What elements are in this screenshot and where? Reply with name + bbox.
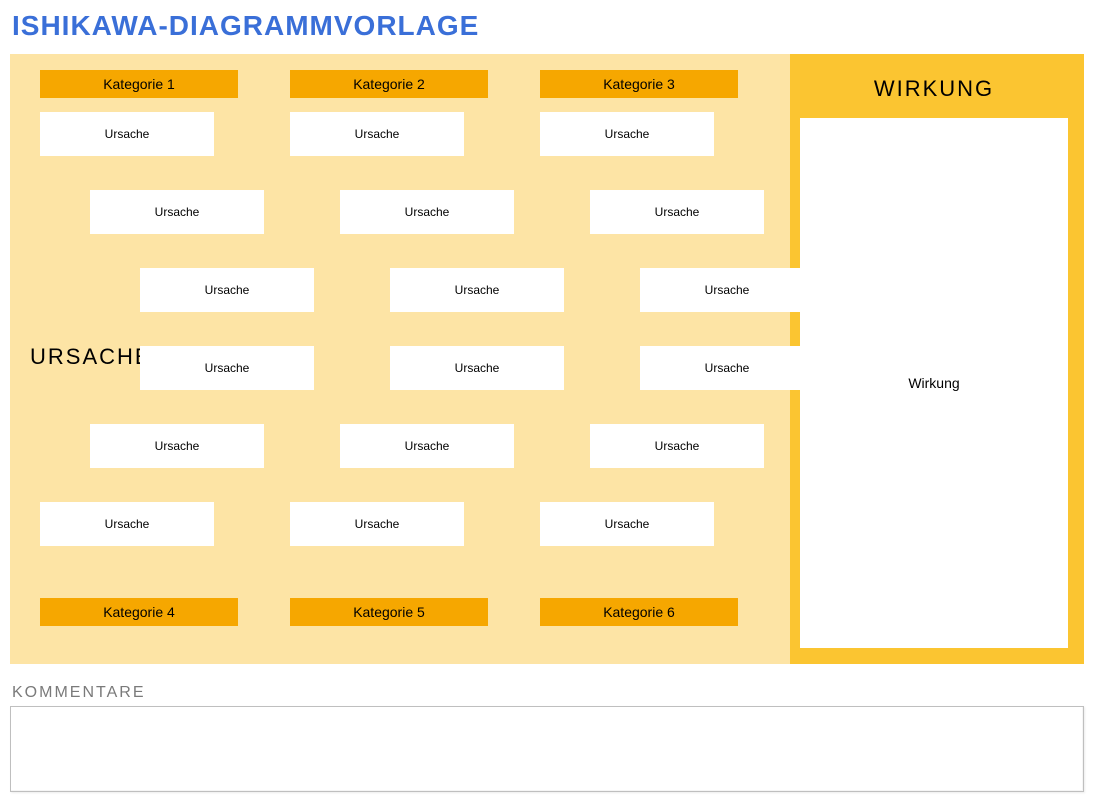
cause-box[interactable]: Ursache [540, 112, 714, 156]
category-box[interactable]: Kategorie 2 [290, 70, 488, 98]
ursache-side-label: URSACHE [30, 344, 152, 370]
category-row-top: Kategorie 1 Kategorie 2 Kategorie 3 [40, 70, 772, 98]
effect-title: WIRKUNG [800, 76, 1068, 102]
cause-box[interactable]: Ursache [290, 502, 464, 546]
category-box[interactable]: Kategorie 6 [540, 598, 738, 626]
page-title: ISHIKAWA-DIAGRAMMVORLAGE [12, 10, 1084, 42]
cause-box[interactable]: Ursache [90, 190, 264, 234]
comments-label: KOMMENTARE [12, 684, 1084, 702]
effect-box[interactable]: Wirkung [800, 118, 1068, 648]
cause-box[interactable]: Ursache [390, 268, 564, 312]
cause-box[interactable]: Ursache [540, 502, 714, 546]
cause-box[interactable]: Ursache [90, 424, 264, 468]
category-box[interactable]: Kategorie 3 [540, 70, 738, 98]
cause-box[interactable]: Ursache [140, 346, 314, 390]
cause-box[interactable]: Ursache [590, 190, 764, 234]
category-box[interactable]: Kategorie 4 [40, 598, 238, 626]
cause-box[interactable]: Ursache [640, 268, 814, 312]
cause-box[interactable]: Ursache [340, 424, 514, 468]
cause-box[interactable]: Ursache [40, 502, 214, 546]
cause-grid: URSACHE UrsacheUrsacheUrsacheUrsacheUrsa… [40, 112, 772, 592]
cause-box[interactable]: Ursache [40, 112, 214, 156]
cause-box[interactable]: Ursache [640, 346, 814, 390]
category-box[interactable]: Kategorie 5 [290, 598, 488, 626]
cause-box[interactable]: Ursache [140, 268, 314, 312]
category-box[interactable]: Kategorie 1 [40, 70, 238, 98]
causes-panel: Kategorie 1 Kategorie 2 Kategorie 3 URSA… [10, 54, 790, 664]
category-row-bottom: Kategorie 4 Kategorie 5 Kategorie 6 [40, 598, 772, 626]
cause-box[interactable]: Ursache [290, 112, 464, 156]
cause-box[interactable]: Ursache [390, 346, 564, 390]
effect-panel: WIRKUNG Wirkung [790, 54, 1084, 664]
cause-box[interactable]: Ursache [340, 190, 514, 234]
cause-box[interactable]: Ursache [590, 424, 764, 468]
diagram-frame: Kategorie 1 Kategorie 2 Kategorie 3 URSA… [10, 54, 1084, 664]
comments-box[interactable] [10, 706, 1084, 792]
